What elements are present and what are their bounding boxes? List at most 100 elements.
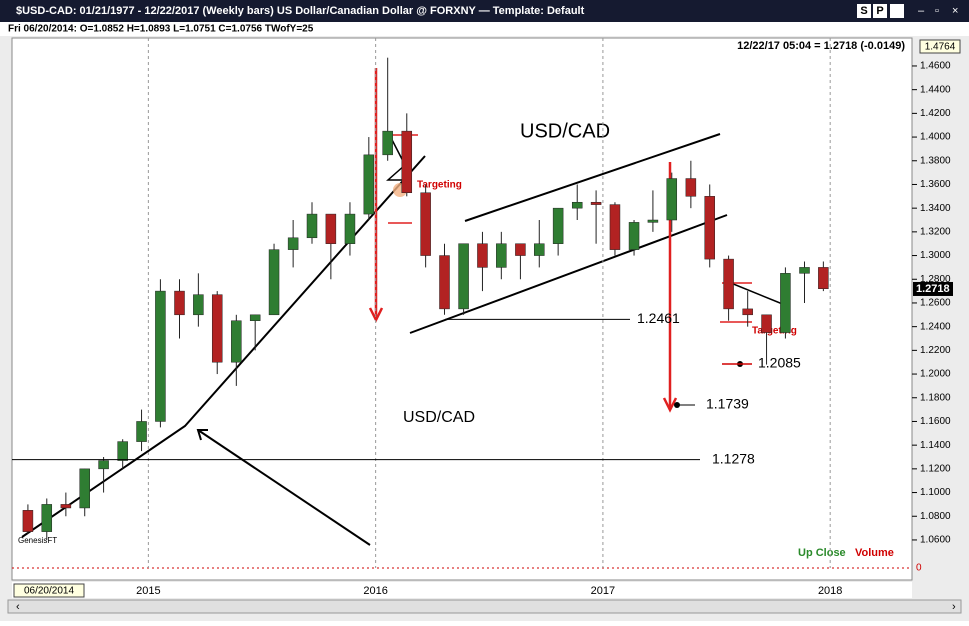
candle-body xyxy=(666,178,678,221)
candle-body xyxy=(685,178,697,197)
candle-body xyxy=(231,320,242,363)
channel-bottom xyxy=(409,214,728,334)
candle-body xyxy=(515,243,526,256)
title-bar xyxy=(0,0,969,22)
y-tick-label: 1.1400 xyxy=(920,440,951,451)
level-dot xyxy=(674,401,680,408)
level-label: 1.2085 xyxy=(758,355,801,371)
arrow-head xyxy=(196,429,208,441)
minimize-button[interactable]: – xyxy=(918,5,925,17)
candle-body xyxy=(609,204,621,250)
level-label: 1.2461 xyxy=(637,310,680,326)
y-tick-label: 1.4600 xyxy=(920,61,951,72)
candle-body xyxy=(761,314,772,333)
candle-body xyxy=(60,504,72,509)
candle-body xyxy=(98,460,109,470)
high-price: 1.4764 xyxy=(925,42,956,53)
status-text: 12/22/17 05:04 = 1.2718 (-0.0149) xyxy=(737,40,905,52)
restore-button[interactable]: ▫ xyxy=(935,5,939,17)
candle-body xyxy=(723,258,734,310)
x-tick-label: 2015 xyxy=(136,585,160,597)
candle-body xyxy=(628,222,640,250)
candle-body xyxy=(420,192,431,256)
volume-legend: Volume xyxy=(855,547,894,559)
y-tick-label: 1.4200 xyxy=(920,108,951,119)
candle-body xyxy=(268,249,280,316)
candle-body xyxy=(249,314,261,321)
x-tick-label: 2016 xyxy=(363,585,387,597)
pair-label: USD/CAD xyxy=(403,409,475,426)
s-button-label[interactable]: S xyxy=(860,5,867,17)
scroll-left[interactable]: ‹ xyxy=(16,601,20,613)
wedge-line xyxy=(725,280,786,306)
candle-body xyxy=(799,267,810,274)
candle-body xyxy=(382,130,393,156)
level-label: 1.1739 xyxy=(706,396,749,412)
y-tick-label: 1.2200 xyxy=(920,345,951,356)
y-tick-label: 1.1000 xyxy=(920,487,951,498)
candle-body xyxy=(742,308,753,316)
candle-body xyxy=(401,130,413,194)
candle-body xyxy=(41,504,53,532)
candle-body xyxy=(79,468,90,509)
x-tick-label: 2018 xyxy=(818,585,842,597)
y-tick-label: 1.3000 xyxy=(920,250,951,261)
date-box-text: 06/20/2014 xyxy=(24,586,74,597)
candle-body xyxy=(590,201,602,205)
candle-body xyxy=(477,243,488,268)
candle-body xyxy=(155,290,166,422)
volume-zero: 0 xyxy=(916,563,922,574)
candle-body xyxy=(780,273,791,333)
candle-body xyxy=(534,243,545,256)
candle-body xyxy=(363,154,375,215)
candle-body xyxy=(552,207,564,244)
candle-body xyxy=(136,421,147,442)
scrollbar[interactable] xyxy=(7,599,962,614)
y-tick-label: 1.3600 xyxy=(920,179,951,190)
menu-button[interactable] xyxy=(890,4,904,18)
y-tick-label: 1.3200 xyxy=(920,226,951,237)
bar-info: Fri 06/20/2014: O=1.0852 H=1.0893 L=1.07… xyxy=(8,24,314,35)
y-tick-label: 1.2400 xyxy=(920,321,951,332)
y-tick-label: 1.2000 xyxy=(920,369,951,380)
info-bar xyxy=(0,22,969,36)
flag-lines xyxy=(386,131,410,181)
candle-body xyxy=(571,201,583,209)
up-close-legend: Up Close xyxy=(798,547,846,559)
candle-body xyxy=(306,213,318,239)
y-tick-label: 1.2800 xyxy=(920,274,951,285)
y-tick-label: 1.0600 xyxy=(920,535,951,546)
p-button-label[interactable]: P xyxy=(876,5,883,17)
pair-label: USD/CAD xyxy=(520,120,610,142)
p-button[interactable] xyxy=(873,4,887,18)
candle-body xyxy=(496,243,507,268)
candle-body xyxy=(704,196,715,260)
targeting-label: Targeting xyxy=(752,326,797,337)
candle-body xyxy=(458,243,469,310)
s-button[interactable] xyxy=(857,4,871,18)
candle-body xyxy=(22,510,34,532)
support-line xyxy=(21,155,426,538)
arrow-head-2 xyxy=(662,397,678,413)
y-tick-label: 1.3400 xyxy=(920,203,951,214)
window-title: $USD-CAD: 01/21/1977 - 12/22/2017 (Weekl… xyxy=(16,5,585,17)
candle-body xyxy=(193,294,204,316)
pointer-arrow xyxy=(197,429,371,546)
close-button[interactable]: × xyxy=(952,5,958,17)
trendlines xyxy=(21,131,786,546)
y-tick-label: 1.3800 xyxy=(920,155,951,166)
y-tick-label: 1.1200 xyxy=(920,463,951,474)
candle-body xyxy=(117,441,128,461)
last-price: 1.2718 xyxy=(916,283,950,295)
candle-body xyxy=(439,255,450,310)
last-price-tag xyxy=(913,281,953,296)
y-tick-label: 1.1800 xyxy=(920,392,951,403)
candle-body xyxy=(211,294,223,363)
x-axis-band xyxy=(12,582,912,598)
channel-top xyxy=(464,133,721,222)
y-tick-label: 1.2600 xyxy=(920,298,951,309)
candle-body xyxy=(325,213,337,244)
y-tick-label: 1.4400 xyxy=(920,84,951,95)
scroll-right[interactable]: › xyxy=(952,601,956,613)
